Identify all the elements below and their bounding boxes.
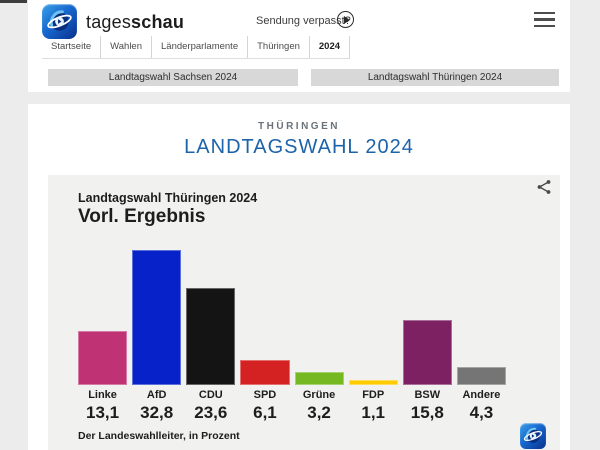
bar-fdp [348, 380, 398, 385]
breadcrumb: Startseite Wahlen Länderparlamente Thüringe… [42, 36, 351, 59]
bar-column-linke: Linke 13,1 [78, 250, 128, 425]
bar-column-spd: SPD 6,1 [240, 250, 290, 425]
menu-icon[interactable] [534, 12, 555, 27]
bar-label-andere: Andere [462, 389, 501, 401]
bar-column-andere: Andere 4,3 [456, 250, 506, 425]
bar-label-afd: AfD [146, 389, 167, 401]
site-header: tagesschau Sendung verpasst? Startseite W… [28, 0, 570, 92]
breadcrumb-item-thüringen[interactable]: Thüringen [248, 36, 310, 58]
breadcrumb-item-2024[interactable]: 2024 [310, 36, 351, 58]
tagesschau-logo-mini-icon [520, 423, 546, 449]
bar-column-afd: AfD 32,8 [132, 250, 182, 425]
bar-value-bsw: 15,8 [410, 403, 444, 422]
brand-wordmark[interactable]: tagesschau [86, 12, 184, 33]
bar-label-spd: SPD [253, 389, 277, 401]
tab-landtagswahl-sachsen[interactable]: Landtagswahl Sachsen 2024 [48, 69, 298, 86]
tagesschau-logo-icon[interactable] [42, 4, 77, 39]
bar-afd [132, 250, 182, 385]
bar-spd [240, 360, 290, 385]
bar-chart: Linke 13,1 AfD 32,8 CDU 23,6 SPD 6,1 Grüne 3,2 FDP… [78, 250, 506, 425]
bar-label-grüne: Grüne [302, 389, 336, 401]
bar-value-andere: 4,3 [469, 403, 494, 422]
bar-column-grüne: Grüne 3,2 [294, 250, 344, 425]
play-icon[interactable] [337, 11, 354, 28]
breadcrumb-item-wahlen[interactable]: Wahlen [101, 36, 152, 58]
bar-cdu [186, 288, 236, 385]
breadcrumb-item-länderparlamente[interactable]: Länderparlamente [152, 36, 249, 58]
top-edge-strip [0, 0, 27, 3]
tab-landtagswahl-thueringen[interactable]: Landtagswahl Thüringen 2024 [311, 69, 559, 86]
bar-label-bsw: BSW [414, 389, 441, 401]
bar-value-spd: 6,1 [253, 403, 277, 422]
chart-source: Der Landeswahlleiter, in Prozent [78, 430, 240, 442]
bar-column-cdu: CDU 23,6 [186, 250, 236, 425]
bar-column-bsw: BSW 15,8 [402, 250, 452, 425]
result-chart-panel: Landtagswahl Thüringen 2024 Vorl. Ergebn… [48, 175, 560, 450]
bar-value-cdu: 23,6 [194, 403, 228, 422]
chart-subtitle: Vorl. Ergebnis [78, 206, 206, 227]
bar-label-cdu: CDU [198, 389, 223, 401]
region-kicker: THÜRINGEN [258, 121, 340, 132]
page-title: LANDTAGSWAHL 2024 [184, 136, 414, 158]
bar-label-fdp: FDP [362, 389, 385, 401]
bar-andere [456, 367, 506, 385]
bar-column-fdp: FDP 1,1 [348, 250, 398, 425]
bar-value-fdp: 1,1 [361, 403, 385, 422]
bar-bsw [402, 320, 452, 385]
share-icon[interactable] [536, 179, 552, 195]
brand-bold: schau [131, 12, 185, 32]
bar-label-linke: Linke [88, 389, 117, 401]
bar-value-grüne: 3,2 [307, 403, 331, 422]
main-content: THÜRINGEN LANDTAGSWAHL 2024 Landtagswahl… [28, 104, 570, 450]
bar-grüne [294, 372, 344, 385]
sendung-verpasst-link[interactable]: Sendung verpasst? [256, 15, 351, 27]
chart-title: Landtagswahl Thüringen 2024 [78, 191, 258, 205]
breadcrumb-item-startseite[interactable]: Startseite [42, 36, 102, 58]
brand-regular: tages [86, 12, 132, 32]
bar-linke [78, 331, 128, 385]
bar-value-linke: 13,1 [86, 403, 120, 422]
bar-value-afd: 32,8 [140, 403, 174, 422]
